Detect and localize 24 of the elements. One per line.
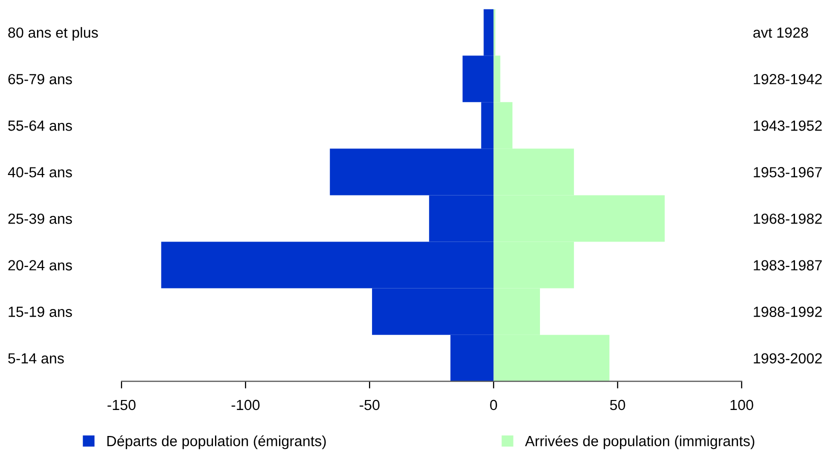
x-tick-label: -150	[108, 400, 136, 410]
x-tick-label: 0	[490, 400, 498, 410]
x-tick-label: -50	[360, 400, 380, 410]
y2-tick-label: 1968-1982	[754, 214, 822, 224]
y2-tick-label: 1993-2002	[754, 353, 822, 364]
y-tick-label: 80 ans et plus	[8, 27, 98, 41]
y-tick-label: 25-39 ans	[8, 214, 72, 224]
x-tick-label: 100	[730, 400, 754, 410]
y2-tick-label: 1943-1952	[754, 120, 822, 131]
legend-label: Arrivées de population (immigrants)	[525, 435, 754, 450]
x-tick-label: -100	[232, 400, 260, 410]
legend-label: Départs de population (émigrants)	[107, 435, 326, 450]
y-tick-label: 65-79 ans	[8, 74, 72, 84]
y2-tick-label: 1988-1992	[754, 306, 822, 317]
y-tick-label: 5-14 ans	[8, 353, 64, 364]
y-tick-label: 55-64 ans	[8, 120, 72, 131]
y-tick-label: 20-24 ans	[8, 260, 72, 270]
y-tick-label: 40-54 ans	[8, 167, 72, 178]
y2-tick-label: avt 1928	[753, 27, 808, 38]
x-tick-label: 50	[610, 400, 626, 410]
y2-tick-label: 1983-1987	[754, 260, 822, 270]
y2-tick-label: 1928-1942	[754, 74, 822, 84]
y-tick-label: 15-19 ans	[8, 306, 72, 317]
y2-tick-label: 1953-1967	[754, 167, 822, 178]
